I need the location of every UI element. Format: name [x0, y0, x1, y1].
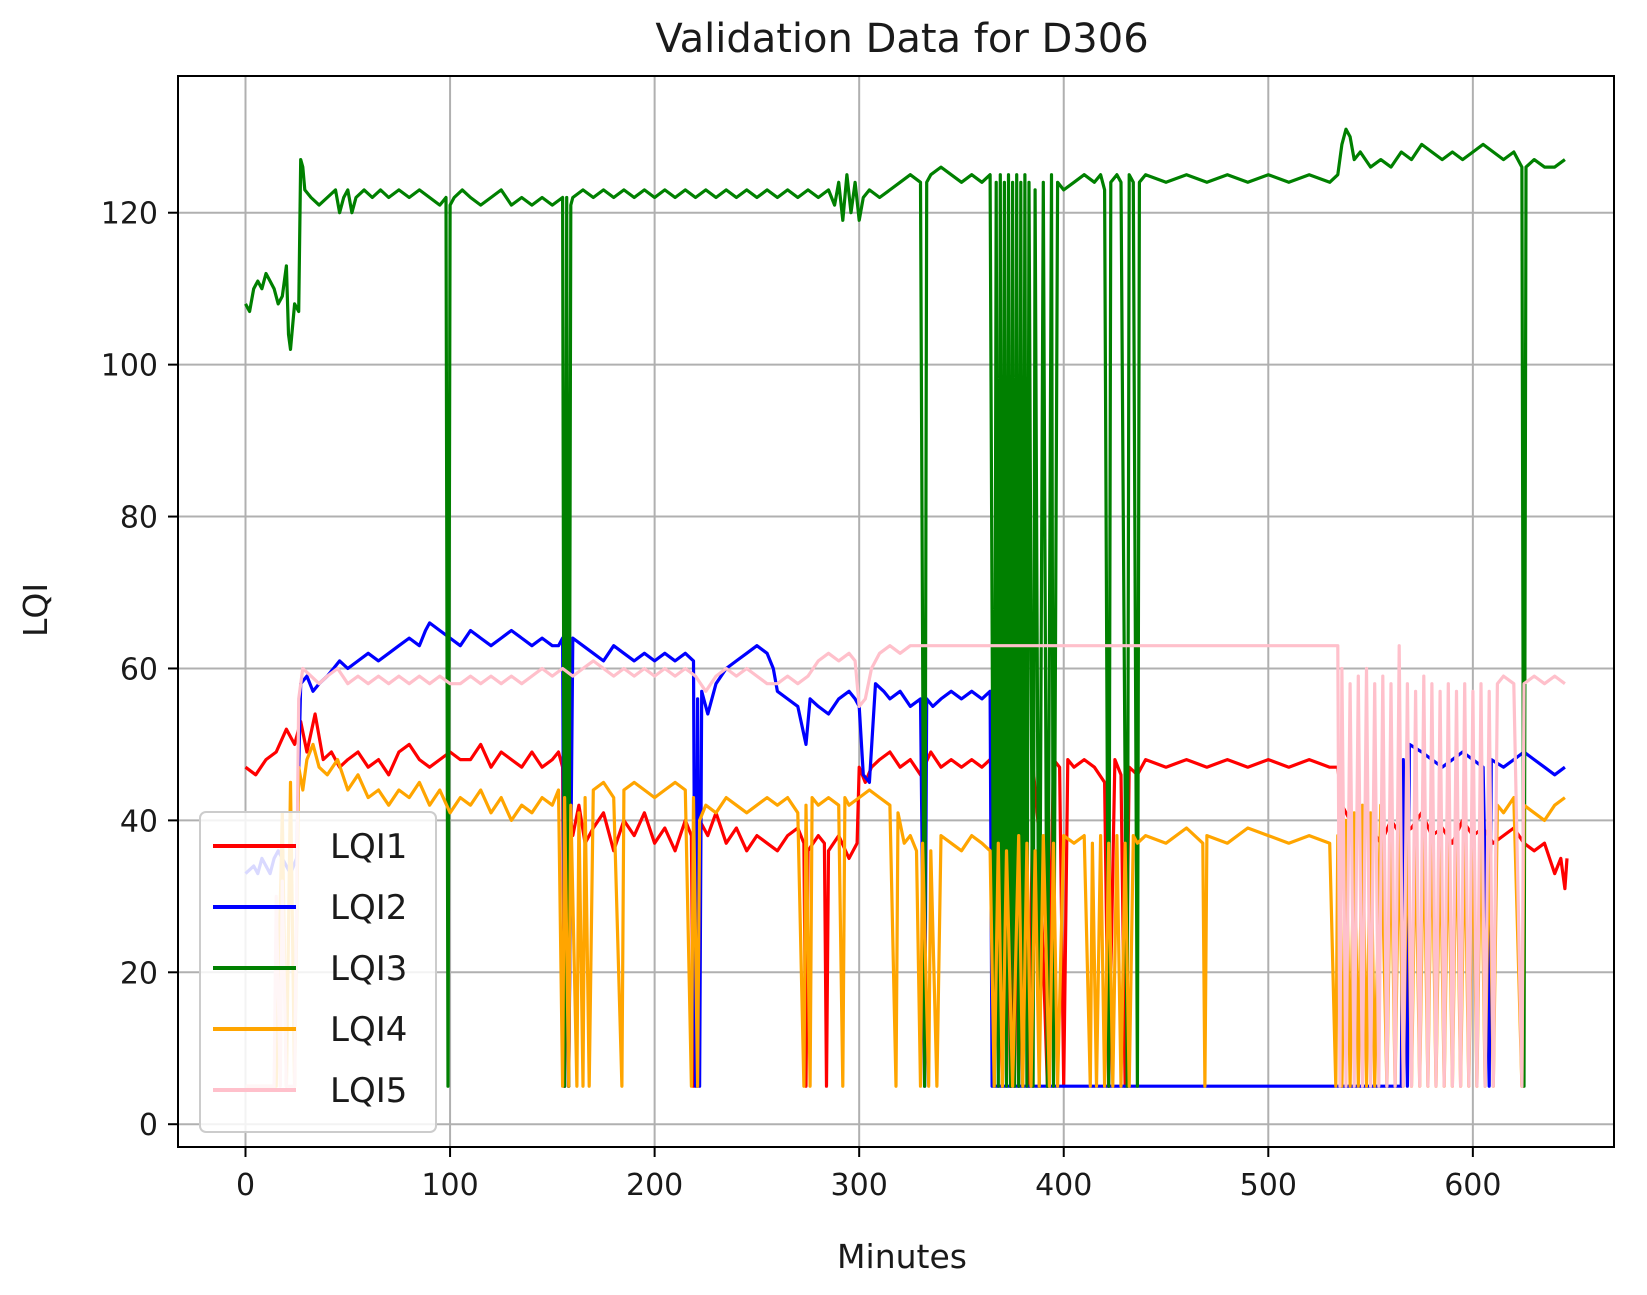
- ticks: 0 100 200 300 400 500 600 0 20 40 60 80 100 120: [101, 197, 1502, 1203]
- y-axis-label: LQI: [16, 583, 55, 637]
- y-tick-label: 0: [139, 1108, 158, 1143]
- x-axis-label: Minutes: [837, 1237, 967, 1276]
- y-tick-label: 120: [101, 197, 158, 232]
- legend-label-lqi2: LQI2: [330, 888, 407, 928]
- legend-label-lqi4: LQI4: [330, 1010, 407, 1050]
- x-tick-label: 0: [236, 1168, 255, 1203]
- series-line-lqi5: [245, 644, 1566, 1088]
- x-tick-label: 300: [831, 1168, 888, 1203]
- y-tick-label: 20: [120, 956, 158, 991]
- x-tick-label: 400: [1035, 1168, 1092, 1203]
- y-tick-label: 60: [120, 652, 158, 687]
- grid: [178, 76, 1614, 1147]
- x-tick-label: 500: [1240, 1168, 1297, 1203]
- y-tick-label: 80: [120, 501, 158, 536]
- legend-label-lqi3: LQI3: [330, 949, 407, 989]
- series-layer: [244, 127, 1569, 1088]
- legend-box: [199, 811, 437, 1133]
- plot-frame: [177, 75, 1615, 1148]
- series-line-lqi3: [244, 127, 1566, 1088]
- y-tick-label: 40: [120, 804, 158, 839]
- chart-title: Validation Data for D306: [655, 16, 1148, 62]
- series-line-lqi1: [244, 712, 1569, 1088]
- legend-label-lqi1: LQI1: [330, 827, 407, 867]
- legend-label-lqi5: LQI5: [330, 1071, 407, 1111]
- x-tick-label: 100: [421, 1168, 478, 1203]
- legend-items: LQI1 LQI2 LQI3 LQI4 LQI5: [213, 827, 407, 1111]
- y-tick-label: 100: [101, 349, 158, 384]
- x-tick-label: 200: [626, 1168, 683, 1203]
- legend: LQI1 LQI2 LQI3 LQI4 LQI5: [199, 811, 437, 1133]
- x-tick-label: 600: [1444, 1168, 1501, 1203]
